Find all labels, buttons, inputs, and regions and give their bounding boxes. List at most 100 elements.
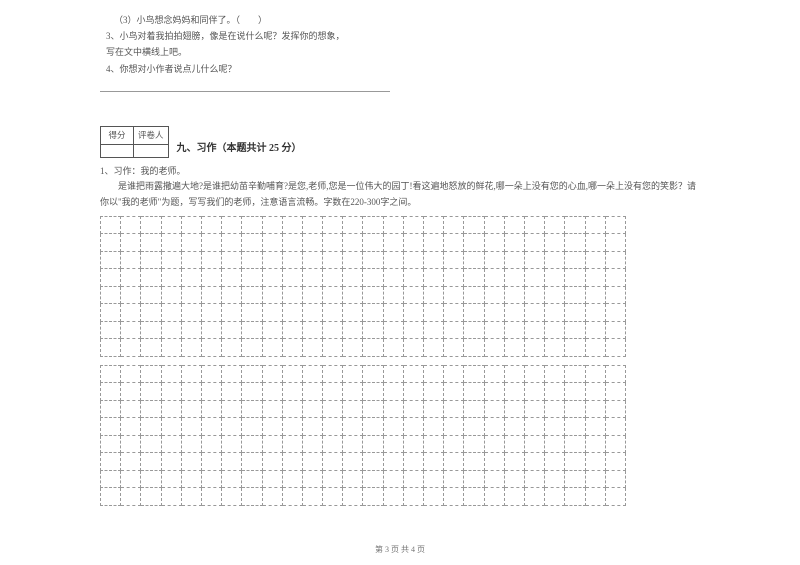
- writing-cell: [524, 470, 544, 488]
- writing-cell: [383, 453, 403, 471]
- writing-cell: [343, 339, 363, 357]
- writing-cell: [363, 383, 383, 401]
- writing-cell: [424, 216, 444, 234]
- writing-cell: [262, 470, 282, 488]
- exam-page: （3）小鸟想念妈妈和同伴了。（ ） 3、小鸟对着我拍拍翅膀，像是在说什么呢？发挥…: [0, 0, 800, 506]
- writing-cell: [222, 488, 242, 506]
- writing-cell: [504, 418, 524, 436]
- writing-cell: [302, 435, 322, 453]
- writing-cell: [403, 234, 423, 252]
- writing-cell: [222, 418, 242, 436]
- writing-cell: [464, 286, 484, 304]
- question-3b: 写在文中横线上吧。: [100, 44, 700, 60]
- writing-cell: [302, 488, 322, 506]
- writing-cell: [424, 321, 444, 339]
- writing-cell: [464, 321, 484, 339]
- writing-cell: [262, 400, 282, 418]
- writing-cell: [424, 251, 444, 269]
- writing-cell: [605, 286, 625, 304]
- writing-cell: [262, 251, 282, 269]
- writing-cell: [161, 453, 181, 471]
- writing-cell: [383, 435, 403, 453]
- writing-cell: [121, 365, 141, 383]
- writing-cell: [424, 470, 444, 488]
- writing-cell: [383, 269, 403, 287]
- writing-cell: [141, 234, 161, 252]
- writing-cell: [424, 304, 444, 322]
- essay-body: 是谁把雨露撒遍大地?是谁把幼苗辛勤哺育?是您,老师,您是一位伟大的园丁!看这遍地…: [100, 179, 700, 210]
- writing-cell: [464, 453, 484, 471]
- writing-cell: [323, 286, 343, 304]
- writing-cell: [504, 234, 524, 252]
- writing-cell: [141, 269, 161, 287]
- writing-cell: [585, 269, 605, 287]
- writing-cell: [444, 365, 464, 383]
- writing-cell: [302, 269, 322, 287]
- writing-cell: [383, 234, 403, 252]
- writing-cell: [323, 418, 343, 436]
- writing-cell: [464, 400, 484, 418]
- writing-cell: [363, 269, 383, 287]
- writing-cell: [444, 321, 464, 339]
- writing-cell: [444, 339, 464, 357]
- writing-cell: [403, 453, 423, 471]
- writing-cell: [242, 304, 262, 322]
- writing-cell: [585, 435, 605, 453]
- writing-cell: [524, 383, 544, 401]
- writing-cell: [343, 400, 363, 418]
- writing-cell: [424, 269, 444, 287]
- writing-cell: [161, 321, 181, 339]
- writing-cell: [524, 321, 544, 339]
- writing-cell: [181, 216, 201, 234]
- writing-cell: [363, 321, 383, 339]
- writing-cell: [201, 286, 221, 304]
- writing-cell: [262, 304, 282, 322]
- writing-cell: [181, 418, 201, 436]
- writing-cell: [524, 251, 544, 269]
- writing-cell: [101, 251, 121, 269]
- writing-cell: [181, 383, 201, 401]
- writing-cell: [282, 304, 302, 322]
- writing-cell: [343, 488, 363, 506]
- writing-cell: [181, 251, 201, 269]
- writing-cell: [201, 383, 221, 401]
- writing-cell: [424, 400, 444, 418]
- writing-cell: [343, 453, 363, 471]
- writing-cell: [484, 269, 504, 287]
- writing-cell: [484, 251, 504, 269]
- writing-cell: [121, 453, 141, 471]
- writing-cell: [262, 488, 282, 506]
- writing-cell: [383, 216, 403, 234]
- writing-cell: [121, 216, 141, 234]
- writing-cell: [101, 470, 121, 488]
- writing-cell: [565, 488, 585, 506]
- writing-cell: [201, 365, 221, 383]
- writing-cell: [282, 286, 302, 304]
- writing-cell: [383, 470, 403, 488]
- writing-cell: [222, 234, 242, 252]
- writing-cell: [242, 269, 262, 287]
- writing-cell: [181, 321, 201, 339]
- writing-cell: [181, 453, 201, 471]
- writing-cell: [403, 216, 423, 234]
- writing-cell: [605, 234, 625, 252]
- writing-cell: [343, 383, 363, 401]
- writing-cell: [222, 251, 242, 269]
- writing-cell: [282, 234, 302, 252]
- page-footer: 第 3 页 共 4 页: [0, 544, 800, 555]
- writing-cell: [403, 251, 423, 269]
- writing-cell: [444, 286, 464, 304]
- writing-cell: [545, 216, 565, 234]
- writing-cell: [323, 453, 343, 471]
- writing-cell: [302, 321, 322, 339]
- writing-cell: [121, 339, 141, 357]
- writing-cell: [504, 321, 524, 339]
- writing-cell: [504, 304, 524, 322]
- writing-cell: [403, 418, 423, 436]
- writing-cell: [484, 400, 504, 418]
- writing-cell: [403, 339, 423, 357]
- writing-cell: [121, 234, 141, 252]
- writing-cell: [565, 365, 585, 383]
- writing-cell: [504, 339, 524, 357]
- writing-cell: [242, 339, 262, 357]
